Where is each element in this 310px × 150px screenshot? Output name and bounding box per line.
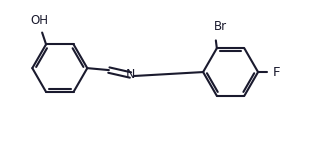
Text: N: N: [126, 68, 135, 81]
Text: F: F: [273, 66, 280, 79]
Text: OH: OH: [30, 14, 48, 27]
Text: Br: Br: [214, 20, 227, 33]
